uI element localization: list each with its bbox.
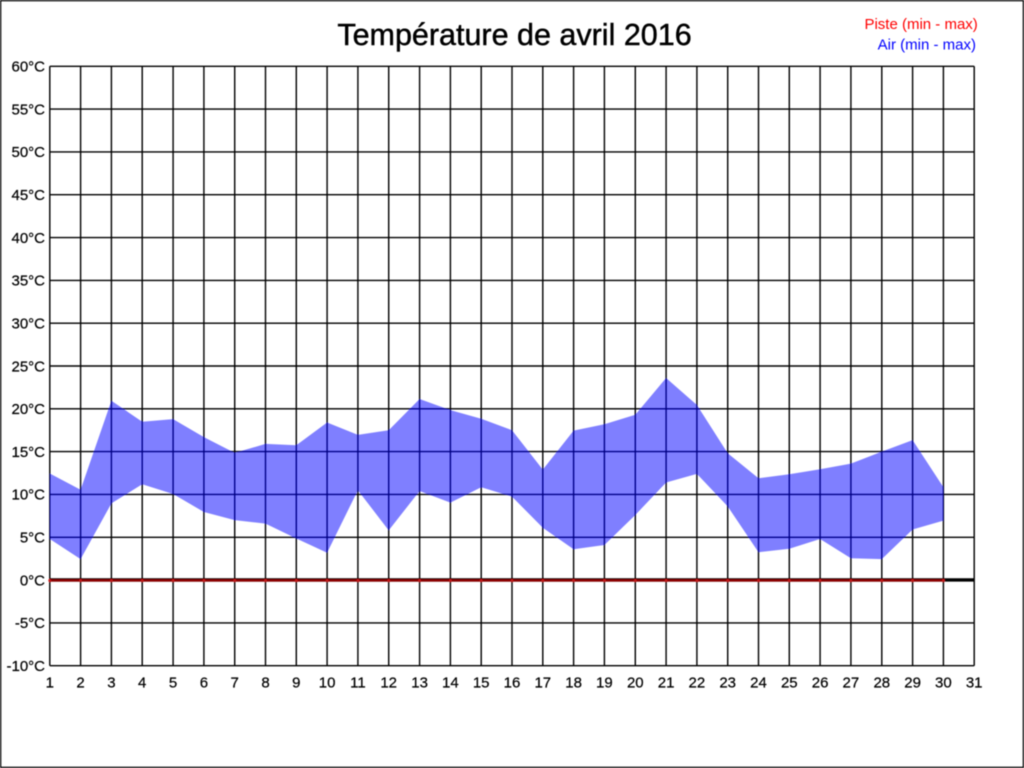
svg-text:45°C: 45°C xyxy=(11,187,45,204)
svg-text:Air (min - max): Air (min - max) xyxy=(878,36,976,53)
svg-text:5°C: 5°C xyxy=(20,530,45,547)
svg-text:35°C: 35°C xyxy=(11,273,45,290)
svg-text:10°C: 10°C xyxy=(11,487,45,504)
svg-text:Température de avril 2016: Température de avril 2016 xyxy=(337,18,691,52)
svg-text:18: 18 xyxy=(565,675,582,692)
svg-text:-10°C: -10°C xyxy=(6,658,45,675)
svg-text:20: 20 xyxy=(627,675,644,692)
svg-text:27: 27 xyxy=(843,675,860,692)
svg-text:8: 8 xyxy=(261,675,269,692)
svg-text:4: 4 xyxy=(138,675,146,692)
svg-text:21: 21 xyxy=(658,675,675,692)
svg-text:15°C: 15°C xyxy=(11,444,45,461)
svg-text:23: 23 xyxy=(719,675,736,692)
svg-text:12: 12 xyxy=(380,675,397,692)
svg-text:-5°C: -5°C xyxy=(15,615,45,632)
svg-text:30: 30 xyxy=(935,675,952,692)
svg-text:7: 7 xyxy=(231,675,239,692)
svg-text:3: 3 xyxy=(107,675,115,692)
svg-text:0°C: 0°C xyxy=(20,572,45,589)
svg-text:10: 10 xyxy=(319,675,336,692)
svg-text:11: 11 xyxy=(350,675,366,692)
svg-text:1: 1 xyxy=(46,675,54,692)
svg-text:26: 26 xyxy=(812,675,829,692)
svg-text:40°C: 40°C xyxy=(11,230,45,247)
svg-text:20°C: 20°C xyxy=(11,401,45,418)
svg-text:17: 17 xyxy=(534,675,551,692)
svg-text:15: 15 xyxy=(473,675,490,692)
svg-text:25: 25 xyxy=(781,675,798,692)
svg-text:30°C: 30°C xyxy=(11,316,45,333)
svg-text:14: 14 xyxy=(442,675,459,692)
svg-text:25°C: 25°C xyxy=(11,358,45,375)
svg-text:16: 16 xyxy=(504,675,521,692)
svg-text:50°C: 50°C xyxy=(11,144,45,161)
svg-text:31: 31 xyxy=(966,675,983,692)
svg-text:19: 19 xyxy=(596,675,613,692)
svg-text:55°C: 55°C xyxy=(11,101,45,118)
svg-text:5: 5 xyxy=(169,675,177,692)
svg-text:24: 24 xyxy=(750,675,767,692)
svg-text:9: 9 xyxy=(292,675,300,692)
svg-text:29: 29 xyxy=(904,675,921,692)
svg-text:2: 2 xyxy=(76,675,84,692)
svg-text:13: 13 xyxy=(411,675,428,692)
svg-text:28: 28 xyxy=(873,675,890,692)
svg-text:22: 22 xyxy=(689,675,706,692)
svg-text:6: 6 xyxy=(200,675,208,692)
svg-text:Piste (min - max): Piste (min - max) xyxy=(864,16,977,33)
svg-text:60°C: 60°C xyxy=(11,59,45,76)
